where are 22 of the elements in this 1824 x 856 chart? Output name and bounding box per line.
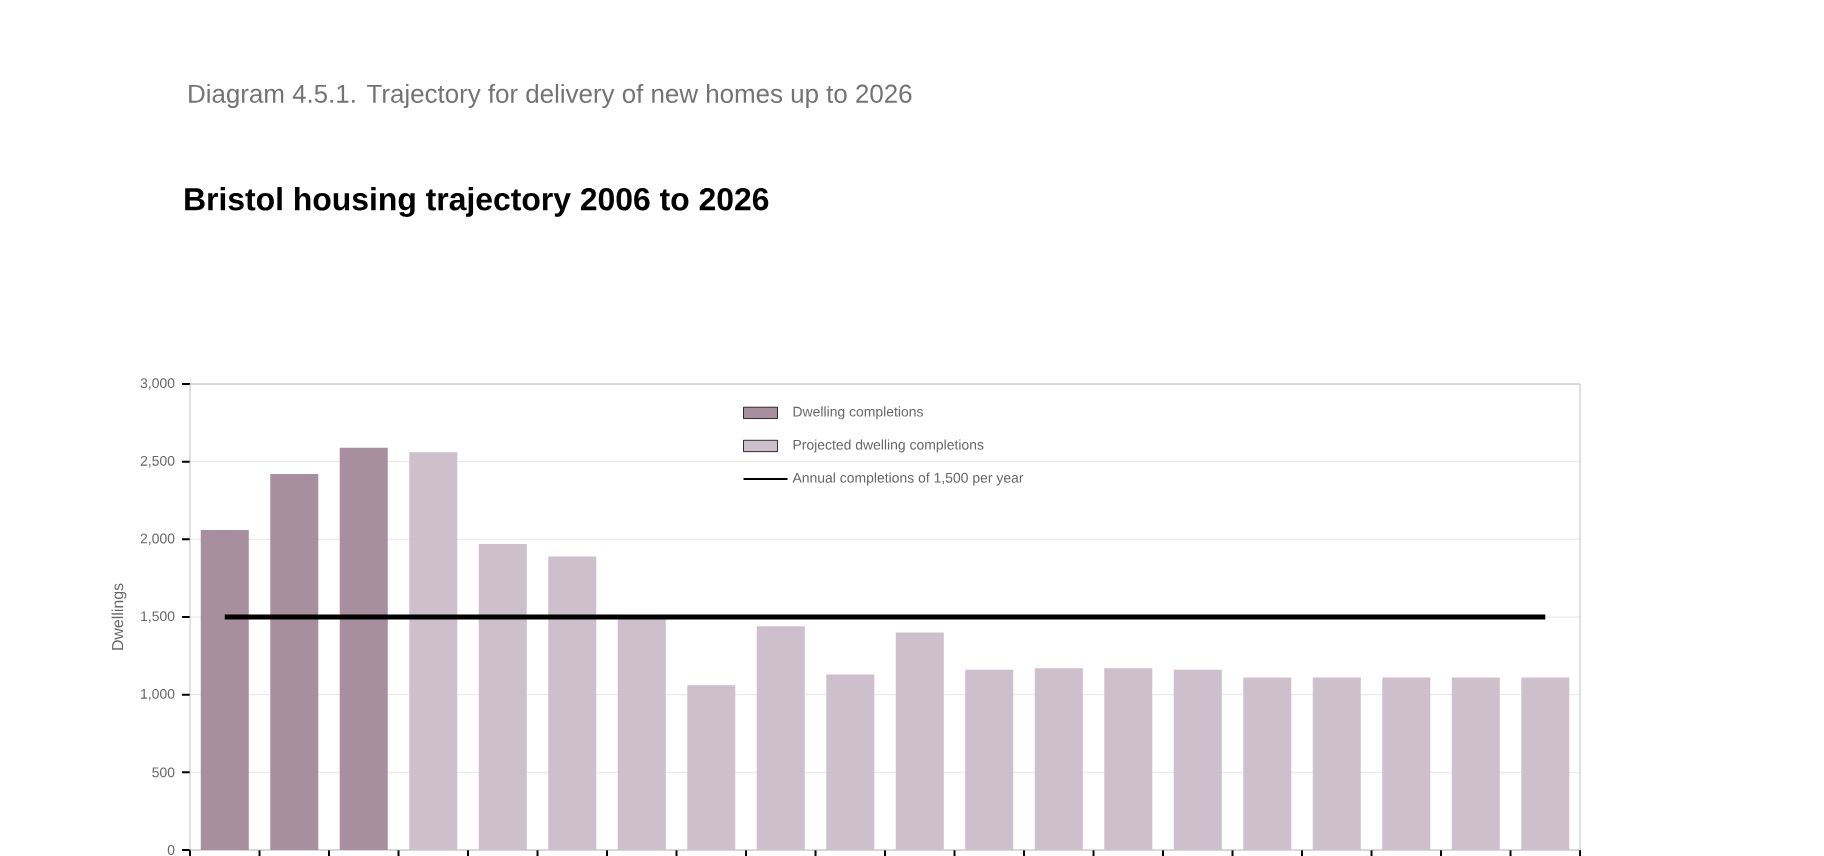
bar bbox=[1312, 677, 1361, 850]
bar bbox=[895, 632, 944, 850]
bar bbox=[965, 669, 1014, 850]
bar bbox=[826, 674, 875, 850]
bar bbox=[617, 617, 666, 850]
bar bbox=[548, 556, 597, 850]
bar bbox=[1521, 677, 1570, 850]
bar bbox=[270, 474, 319, 850]
bar bbox=[1104, 668, 1153, 850]
bar bbox=[687, 685, 736, 850]
bar bbox=[756, 626, 805, 850]
chart-title: Bristol housing trajectory 2006 to 2026 bbox=[185, 187, 769, 217]
bar bbox=[339, 447, 388, 850]
bar bbox=[1243, 677, 1292, 850]
text: Diagram 4.5.1. Trajectory for delivery of new homes up to 2026 bbox=[189, 83, 912, 109]
bar bbox=[1382, 677, 1431, 850]
bar bbox=[409, 452, 458, 850]
bar bbox=[1173, 669, 1222, 850]
bar bbox=[200, 530, 249, 850]
bar bbox=[478, 543, 527, 850]
bar bbox=[1034, 668, 1083, 850]
bar bbox=[1451, 677, 1500, 850]
